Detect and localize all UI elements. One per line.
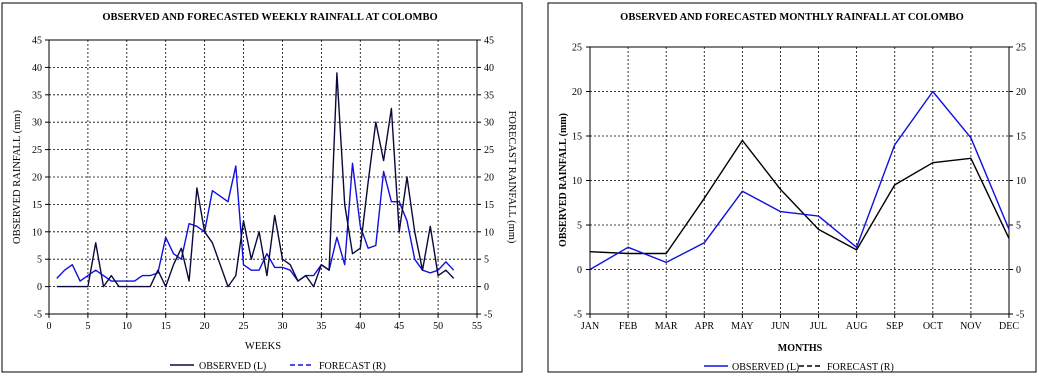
monthly-x-tick-label: AUG bbox=[846, 321, 868, 332]
weekly-series-line-forecast bbox=[56, 162, 455, 282]
weekly-y-tick-label-right: 20 bbox=[484, 173, 494, 184]
weekly-x-tick-label: 5 bbox=[85, 321, 90, 332]
weekly-y-tick-label-right: 30 bbox=[484, 118, 494, 129]
monthly-y-tick-label-right: -5 bbox=[1016, 310, 1024, 321]
weekly-y-tick-label-right: 40 bbox=[484, 63, 494, 74]
weekly-y-tick-label: 45 bbox=[32, 36, 42, 47]
monthly-series bbox=[589, 90, 1010, 271]
weekly-y-tick-label: 0 bbox=[37, 282, 42, 293]
weekly-grid bbox=[45, 39, 481, 318]
monthly-y-tick-label-right: 25 bbox=[1016, 43, 1026, 54]
monthly-legend-label-observed: OBSERVED (L) bbox=[732, 362, 799, 373]
weekly-x-tick-label: 40 bbox=[355, 321, 365, 332]
monthly-y-ticks-left: -5 0 5 10 15 20 25 bbox=[572, 43, 582, 321]
weekly-y-ticks-right: -5 0 5 10 15 20 25 30 35 40 45 bbox=[484, 36, 494, 321]
weekly-y-tick-label: 5 bbox=[37, 255, 42, 266]
weekly-y-ticks-left: -5 0 5 10 15 20 25 30 35 40 45 bbox=[32, 36, 42, 321]
weekly-x-ticks: 0 5 10 15 20 25 30 35 40 45 50 55 bbox=[47, 321, 483, 332]
monthly-y-tick-label: 0 bbox=[577, 265, 582, 276]
weekly-chart: OBSERVED AND FORECASTED WEEKLY RAINFALL … bbox=[1, 2, 523, 373]
weekly-y-tick-label: 25 bbox=[32, 145, 42, 156]
monthly-y-tick-label-right: 15 bbox=[1016, 132, 1026, 143]
monthly-x-axis-label: MONTHS bbox=[778, 343, 823, 354]
weekly-x-tick-label: 30 bbox=[277, 321, 287, 332]
monthly-chart-frame bbox=[547, 2, 1037, 373]
monthly-y-tick-label: 20 bbox=[572, 87, 582, 98]
monthly-x-tick-label: APR bbox=[695, 321, 715, 332]
weekly-x-tick-label: 15 bbox=[161, 321, 171, 332]
weekly-series-line-observed bbox=[56, 72, 455, 288]
monthly-x-tick-label: JUN bbox=[771, 321, 789, 332]
monthly-chart: OBSERVED AND FORECASTED MONTHLY RAINFALL… bbox=[547, 2, 1037, 373]
weekly-x-axis-label: WEEKS bbox=[245, 341, 281, 352]
monthly-y-tick-label-right: 20 bbox=[1016, 87, 1026, 98]
weekly-y-axis-label: OBSERVED RAINFALL (mm) bbox=[12, 110, 23, 244]
monthly-x-tick-label: SEP bbox=[886, 321, 904, 332]
weekly-y-axis-label-right: FORECAST RAINFALL (mm) bbox=[506, 111, 517, 244]
weekly-x-tick-label: 25 bbox=[239, 321, 249, 332]
monthly-legend: OBSERVED (L) FORECAST (R) bbox=[704, 362, 894, 373]
weekly-y-tick-label: 15 bbox=[32, 200, 42, 211]
weekly-y-tick-label: 30 bbox=[32, 118, 42, 129]
weekly-y-tick-label: -5 bbox=[34, 310, 42, 321]
monthly-y-tick-label: 25 bbox=[572, 43, 582, 54]
monthly-legend-label-forecast: FORECAST (R) bbox=[827, 362, 894, 373]
monthly-y-tick-label: 15 bbox=[572, 132, 582, 143]
monthly-y-tick-label-right: 0 bbox=[1016, 265, 1021, 276]
monthly-y-ticks-right: -5 0 5 10 15 20 25 bbox=[1016, 43, 1026, 321]
weekly-y-tick-label-right: 5 bbox=[484, 255, 489, 266]
weekly-y-tick-label-right: 10 bbox=[484, 227, 494, 238]
weekly-y-tick-label-right: 45 bbox=[484, 36, 494, 47]
monthly-x-tick-label: JUL bbox=[810, 321, 827, 332]
weekly-x-tick-label: 35 bbox=[316, 321, 326, 332]
weekly-chart-frame bbox=[1, 2, 523, 373]
monthly-x-tick-label: NOV bbox=[960, 321, 982, 332]
monthly-chart-title: OBSERVED AND FORECASTED MONTHLY RAINFALL… bbox=[620, 12, 964, 23]
weekly-y-tick-label: 20 bbox=[32, 173, 42, 184]
weekly-y-tick-label: 10 bbox=[32, 227, 42, 238]
monthly-x-tick-label: OCT bbox=[923, 321, 943, 332]
monthly-y-tick-label: 10 bbox=[572, 176, 582, 187]
monthly-y-tick-label: 5 bbox=[577, 221, 582, 232]
weekly-y-tick-label: 35 bbox=[32, 90, 42, 101]
monthly-series-line-observed bbox=[589, 90, 1010, 271]
monthly-y-axis-label: OBSERVED RAINFALL (mm) bbox=[558, 113, 569, 247]
monthly-y-tick-label-right: 10 bbox=[1016, 176, 1026, 187]
monthly-x-tick-label: MAR bbox=[655, 321, 678, 332]
weekly-x-tick-label: 10 bbox=[122, 321, 132, 332]
weekly-y-tick-label-right: 35 bbox=[484, 90, 494, 101]
weekly-y-tick-label-right: 15 bbox=[484, 200, 494, 211]
weekly-x-tick-label: 45 bbox=[394, 321, 404, 332]
weekly-legend: OBSERVED (L) FORECAST (R) bbox=[170, 361, 386, 372]
monthly-y-tick-label: -5 bbox=[574, 310, 582, 321]
weekly-chart-title: OBSERVED AND FORECASTED WEEKLY RAINFALL … bbox=[102, 12, 437, 23]
weekly-y-tick-label: 40 bbox=[32, 63, 42, 74]
monthly-x-tick-label: JAN bbox=[581, 321, 599, 332]
weekly-y-tick-label-right: 25 bbox=[484, 145, 494, 156]
weekly-x-tick-label: 55 bbox=[472, 321, 482, 332]
weekly-legend-label-forecast: FORECAST (R) bbox=[319, 361, 386, 372]
monthly-x-tick-label: FEB bbox=[619, 321, 638, 332]
weekly-legend-label-observed: OBSERVED (L) bbox=[199, 361, 266, 372]
monthly-x-tick-label: MAY bbox=[731, 321, 753, 332]
weekly-x-tick-label: 20 bbox=[200, 321, 210, 332]
monthly-x-tick-label: DEC bbox=[999, 321, 1019, 332]
monthly-x-ticks: JAN FEB MAR APR MAY JUN JUL AUG SEP OCT NOV DEC bbox=[581, 321, 1020, 332]
weekly-x-tick-label: 0 bbox=[47, 321, 52, 332]
monthly-series-line-forecast bbox=[589, 139, 1010, 255]
weekly-y-tick-label-right: 0 bbox=[484, 282, 489, 293]
weekly-x-tick-label: 50 bbox=[433, 321, 443, 332]
weekly-y-tick-label-right: -5 bbox=[484, 310, 492, 321]
monthly-y-tick-label-right: 5 bbox=[1016, 221, 1021, 232]
weekly-series bbox=[56, 72, 455, 288]
